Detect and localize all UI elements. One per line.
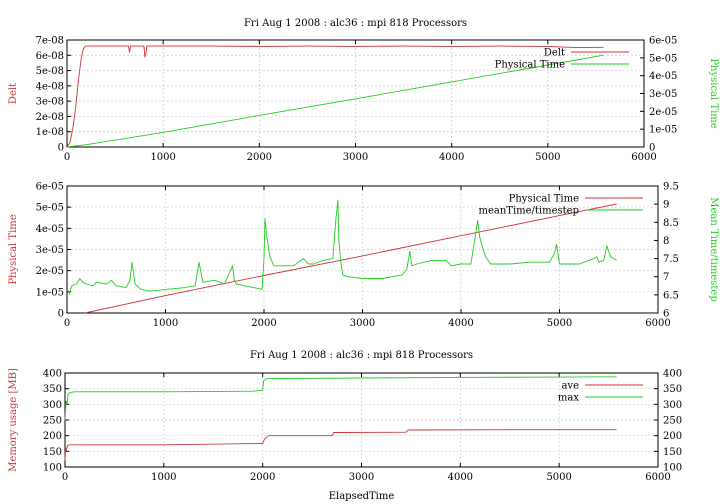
y2-tick-label: 2e-05 [649,107,677,118]
x-tick-label: 4000 [448,318,473,329]
y-tick-label: 7e-08 [36,36,64,47]
y-tick-label: 1e-05 [36,287,64,298]
x-tick-label: 0 [62,472,68,483]
y2-tick-label: 6e-05 [649,36,677,47]
y2-tick-label: 3e-05 [649,89,677,100]
x-tick-label: 2000 [250,472,275,483]
x-tick-label: 2000 [251,318,276,329]
y2-tick-label: 400 [663,369,682,380]
x-tick-label: 5000 [535,152,560,163]
plot-frame [66,39,645,148]
y-tick-label: 200 [43,431,62,442]
series-line-max [64,376,617,421]
y-tick-label: 5e-05 [36,203,64,214]
legend-label: ave [561,381,579,392]
x-axis-label: ElapsedTime [329,491,395,502]
chart-panel-1: 0 1000 2000 3000 4000 5000 600001e-082e-083e-0… [8,18,719,163]
y-tick-label: 0 [58,309,64,320]
x-tick-label: 4000 [448,472,473,483]
chart-title: Fri Aug 1 2008 : alc36 : mpi 818 Process… [250,350,473,361]
y-tick-label: 3e-05 [36,245,64,256]
x-tick-label: 0 [64,318,70,329]
x-tick-label: 1000 [151,472,176,483]
y-tick-label: 400 [43,369,62,380]
x-tick-label: 6000 [645,472,670,483]
y2-tick-label: 6 [663,309,669,320]
y2-tick-label: 9 [663,200,669,211]
y-tick-label: 2e-05 [36,266,64,277]
x-tick-label: 5000 [546,472,571,483]
y2-tick-label: 7 [663,272,669,283]
y2-tick-label: 1e-05 [649,125,677,136]
y-tick-label: 150 [43,447,62,458]
legend-label: max [558,393,579,404]
y2-tick-label: 5e-05 [649,53,677,64]
y-tick-label: 250 [43,416,62,427]
legend-label: Physical Time [495,60,565,71]
y2-tick-label: 8 [663,236,669,247]
y-tick-label: 4e-08 [36,81,64,92]
y-tick-label: 5e-08 [36,66,64,77]
y2-tick-label: 0 [649,143,655,154]
y2-tick-label: 9.5 [663,182,679,193]
y2-tick-label: 300 [663,400,682,411]
series-line-physical-time [84,203,617,314]
x-tick-label: 3000 [349,472,374,483]
y-tick-label: 350 [43,384,62,395]
y2-tick-label: 4e-05 [649,71,677,82]
y2-axis-label: Mean Time/timestep [708,197,719,301]
y2-axis-label: Physical Time [708,58,719,128]
y2-tick-label: 6.5 [663,290,679,301]
y2-tick-label: 100 [663,463,682,474]
y-axis-label: Delt [8,83,19,104]
legend-label: Physical Time [509,194,579,205]
x-tick-label: 0 [64,152,70,163]
x-tick-label: 3000 [350,318,375,329]
y-tick-label: 1e-08 [36,127,64,138]
y-tick-label: 0 [58,143,64,154]
y2-tick-label: 8.5 [663,218,679,229]
x-tick-label: 4000 [439,152,464,163]
y-tick-label: 300 [43,400,62,411]
x-tick-label: 1000 [150,152,175,163]
chart-panel-3: 0 1000 2000 3000 4000 5000 6000100150200250300… [8,350,682,502]
x-tick-label: 2000 [247,152,272,163]
y2-tick-label: 200 [663,431,682,442]
y-tick-label: 6e-05 [36,182,64,193]
y2-tick-label: 250 [663,416,682,427]
y-axis-label: Memory usage [MB] [8,368,19,472]
x-tick-label: 5000 [547,318,572,329]
series-line-ave [64,429,617,461]
chart-title: Fri Aug 1 2008 : alc36 : mpi 818 Process… [244,18,467,29]
y-tick-label: 100 [43,463,62,474]
y-tick-label: 3e-08 [36,97,64,108]
y-tick-label: 6e-08 [36,51,64,62]
y2-tick-label: 7.5 [663,254,679,265]
chart-panel-2: 0 1000 2000 3000 4000 5000 6000 0 1e-05 2e-05 3e-0… [8,182,719,330]
series-line-delt [66,45,604,148]
legend-label: Delt [544,48,565,59]
y-tick-label: 2e-08 [36,112,64,123]
legend-label: meanTime/timestep [478,206,579,217]
x-tick-label: 3000 [343,152,368,163]
series-line-meantime-timestep [68,200,617,296]
y2-tick-label: 150 [663,447,682,458]
y2-tick-label: 350 [663,384,682,395]
series-line-physical-time [66,54,604,148]
x-tick-label: 6000 [631,152,656,163]
plot-frame [66,185,659,314]
y-axis-label: Physical Time [8,214,19,284]
x-tick-label: 1000 [153,318,178,329]
x-tick-label: 6000 [645,318,670,329]
y-tick-label: 4e-05 [36,224,64,235]
